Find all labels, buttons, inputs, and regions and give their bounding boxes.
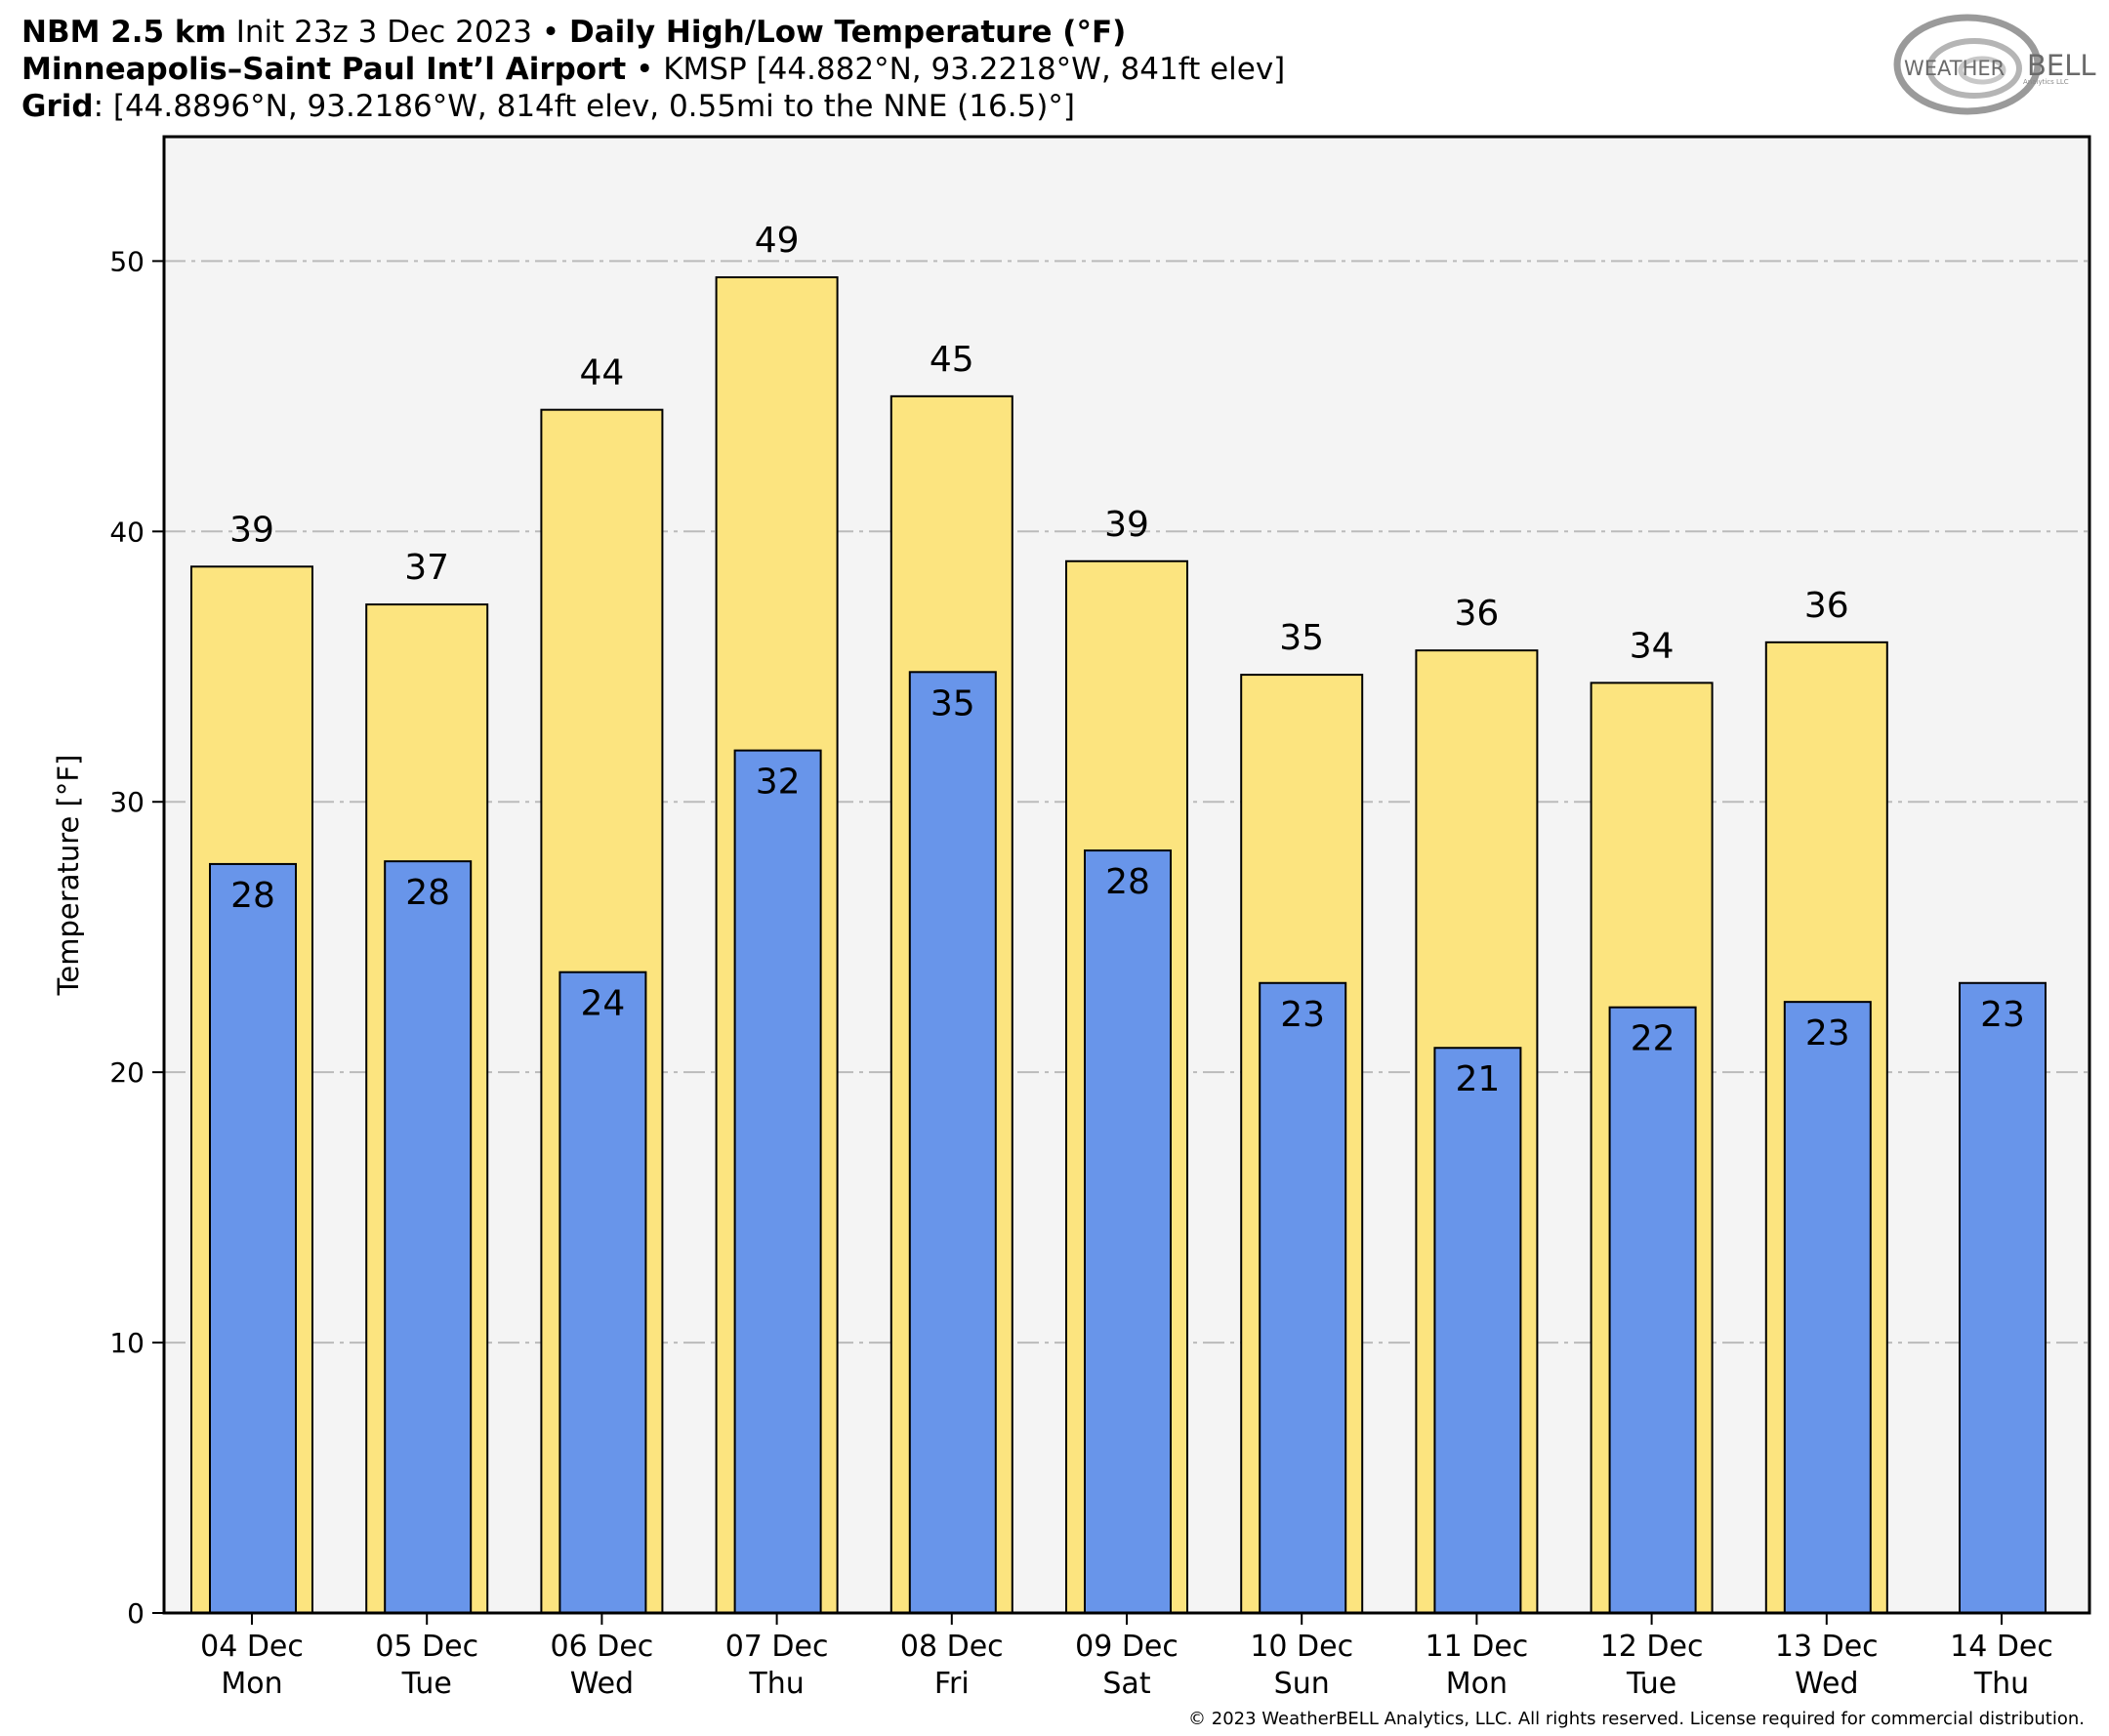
low-value-label: 28 [405,873,450,913]
station-detail: • KMSP [44.882°N, 93.2218°W, 841ft elev] [626,52,1285,87]
header-line-2: Minneapolis–Saint Paul Int’l Airport • K… [21,52,1285,87]
logo-text-right: BELL [2027,49,2096,82]
high-value-label: 49 [755,221,800,261]
x-tick-date: 09 Dec [1075,1630,1179,1664]
x-tick-day: Tue [401,1667,452,1701]
y-axis: 0 10 20 30 40 50 [109,245,164,1630]
low-bar [558,971,647,1614]
low-value-label: 21 [1455,1059,1500,1099]
y-axis-label: Temperature [°F] [52,755,85,997]
y-tick-label: 0 [127,1597,145,1630]
grid-detail: : [44.8896°N, 93.2186°W, 814ft elev, 0.5… [94,89,1075,124]
low-bar [1608,1006,1697,1614]
x-tick-day: Sun [1274,1667,1330,1701]
x-tick-day: Thu [748,1667,804,1701]
bars: 39 28 37 28 44 24 49 32 45 35 39 28 35 23 36 21 34 22 36 23… [190,221,2047,1615]
low-bar [1259,981,1347,1614]
low-bar [209,862,297,1614]
x-tick-day: Mon [221,1667,282,1701]
logo-subtext: Analytics LLC [2023,78,2069,86]
low-bar [384,860,473,1614]
x-tick-day: Tue [1626,1667,1676,1701]
x-tick-date: 07 Dec [725,1630,829,1664]
y-tick-label: 10 [109,1327,145,1359]
logo-swirl-core [1958,56,2006,85]
x-tick-date: 08 Dec [900,1630,1004,1664]
low-value-label: 28 [1105,862,1150,902]
high-value-label: 45 [930,340,974,380]
x-tick-date: 05 Dec [375,1630,478,1664]
low-value-label: 28 [230,876,275,916]
x-tick-date: 13 Dec [1775,1630,1879,1664]
y-tick-label: 30 [109,786,145,818]
x-tick-date: 10 Dec [1250,1630,1353,1664]
init-time: Init 23z 3 Dec 2023 • [227,15,569,50]
x-tick-date: 11 Dec [1426,1630,1529,1664]
y-tick-label: 20 [109,1056,145,1089]
model-name: NBM 2.5 km [21,15,227,50]
logo-swirl-inner [1926,38,2022,99]
x-tick-day: Wed [1795,1667,1858,1701]
header-line-3: Grid: [44.8896°N, 93.2186°W, 814ft elev,… [21,89,1075,124]
y-tick-label: 40 [109,516,145,548]
x-tick-date: 06 Dec [551,1630,654,1664]
station-name: Minneapolis–Saint Paul Int’l Airport [21,52,626,87]
high-value-label: 37 [404,548,449,588]
low-bar [733,749,822,1614]
low-value-label: 22 [1631,1019,1675,1059]
high-value-label: 44 [579,353,624,393]
x-tick-day: Fri [934,1667,970,1701]
copyright-notice: © 2023 WeatherBELL Analytics, LLC. All r… [1188,1709,2085,1729]
high-value-label: 34 [1630,626,1675,666]
low-bar [1959,981,2047,1614]
logo-text-left: WEATHER [1904,57,2005,80]
x-tick-date: 04 Dec [200,1630,304,1664]
logo-swirl-outer [1893,14,2042,115]
high-value-label: 36 [1454,594,1499,634]
x-tick-day: Sat [1102,1667,1150,1701]
grid-label: Grid [21,89,94,124]
weatherbell-logo: WEATHER BELL Analytics LLC [1893,14,2096,115]
low-value-label: 23 [1980,995,2025,1035]
x-tick-date: 12 Dec [1600,1630,1704,1664]
product-title: Daily High/Low Temperature (°F) [569,15,1126,50]
header-line-1: NBM 2.5 km Init 23z 3 Dec 2023 • Daily H… [21,15,1126,50]
high-value-label: 36 [1804,586,1849,626]
y-tick-label: 50 [109,245,145,277]
x-tick-day: Thu [1973,1667,2029,1701]
low-value-label: 32 [756,763,801,803]
low-value-label: 23 [1280,995,1325,1035]
low-bar [1084,849,1172,1614]
x-tick-date: 14 Dec [1950,1630,2053,1664]
low-bar [1783,1001,1872,1614]
low-value-label: 23 [1805,1013,1850,1054]
high-value-label: 39 [229,510,274,550]
x-tick-day: Mon [1446,1667,1508,1701]
low-bar [908,671,997,1614]
x-tick-day: Wed [570,1667,634,1701]
low-value-label: 24 [580,984,625,1024]
low-value-label: 35 [930,683,975,723]
high-value-label: 35 [1279,618,1324,658]
low-bar [1433,1047,1522,1614]
high-value-label: 39 [1104,505,1149,545]
